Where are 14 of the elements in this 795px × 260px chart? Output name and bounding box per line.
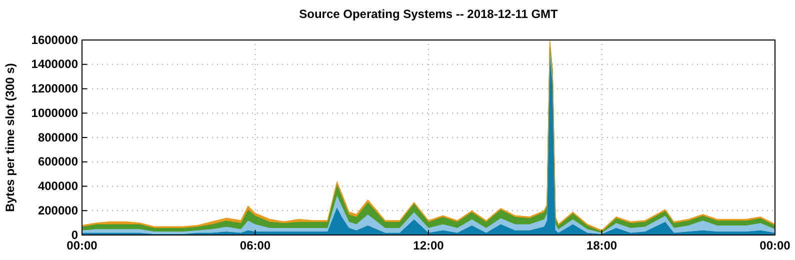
chart-title: Source Operating Systems -- 2018-12-11 GMT <box>299 7 559 21</box>
y-tick-label: 800000 <box>38 130 78 144</box>
y-tick-label: 1200000 <box>31 82 78 96</box>
x-tick-label: 12:00 <box>413 238 444 253</box>
y-tick-label: 200000 <box>38 203 78 218</box>
x-tick-label: 00:00 <box>760 238 791 253</box>
y-axis-title: Bytes per time slot (300 s) <box>3 63 17 212</box>
x-tick-label: 18:00 <box>586 238 618 253</box>
y-tick-label: 1400000 <box>31 57 78 72</box>
y-tick-label: 1000000 <box>31 106 78 120</box>
y-tick-label: 1600000 <box>31 32 78 47</box>
x-tick-label: 06:00 <box>240 238 271 253</box>
y-tick-label: 600000 <box>38 154 78 169</box>
y-tick-label: 400000 <box>38 179 78 194</box>
